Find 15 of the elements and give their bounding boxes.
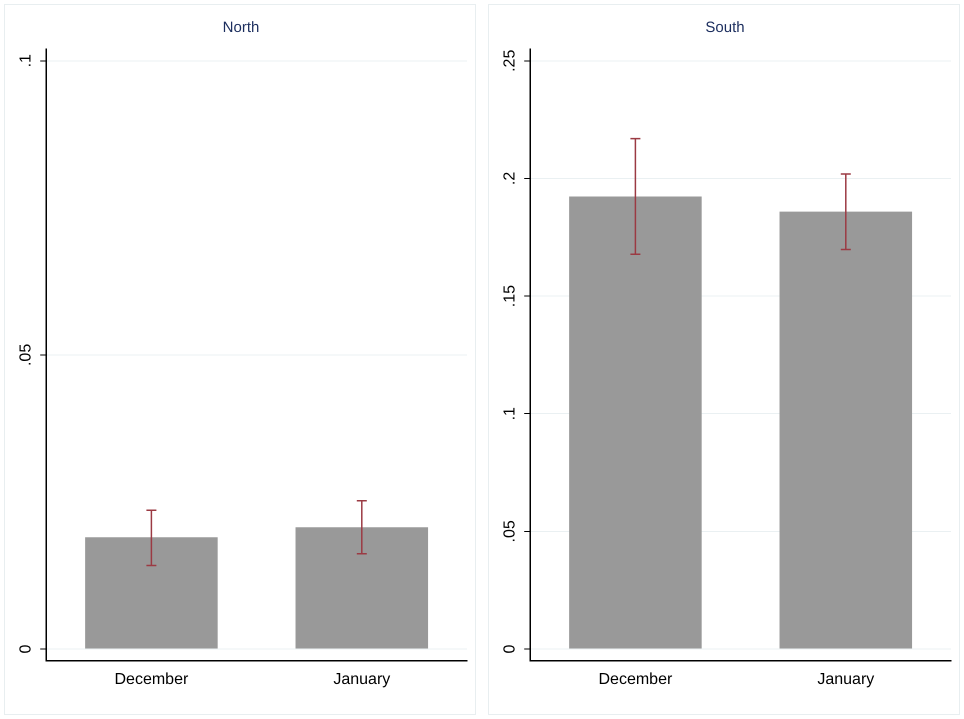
y-tick-label: .1 bbox=[501, 406, 518, 420]
y-tick-label: .05 bbox=[501, 520, 518, 543]
y-tick-label: .15 bbox=[501, 284, 518, 308]
y-tick-label: .05 bbox=[17, 344, 34, 366]
y-tick-label: .25 bbox=[501, 50, 518, 72]
x-tick-label: December bbox=[598, 670, 673, 688]
x-tick-label: December bbox=[114, 670, 189, 688]
y-tick-label: 0 bbox=[501, 644, 518, 654]
y-tick-label: 0 bbox=[17, 644, 34, 654]
chart-title: North bbox=[222, 19, 260, 36]
x-tick-label: January bbox=[817, 670, 874, 688]
x-tick-label: January bbox=[333, 670, 390, 688]
chart-title: South bbox=[705, 19, 745, 36]
y-tick-label: .2 bbox=[501, 172, 518, 186]
y-tick-label: .1 bbox=[17, 54, 34, 68]
